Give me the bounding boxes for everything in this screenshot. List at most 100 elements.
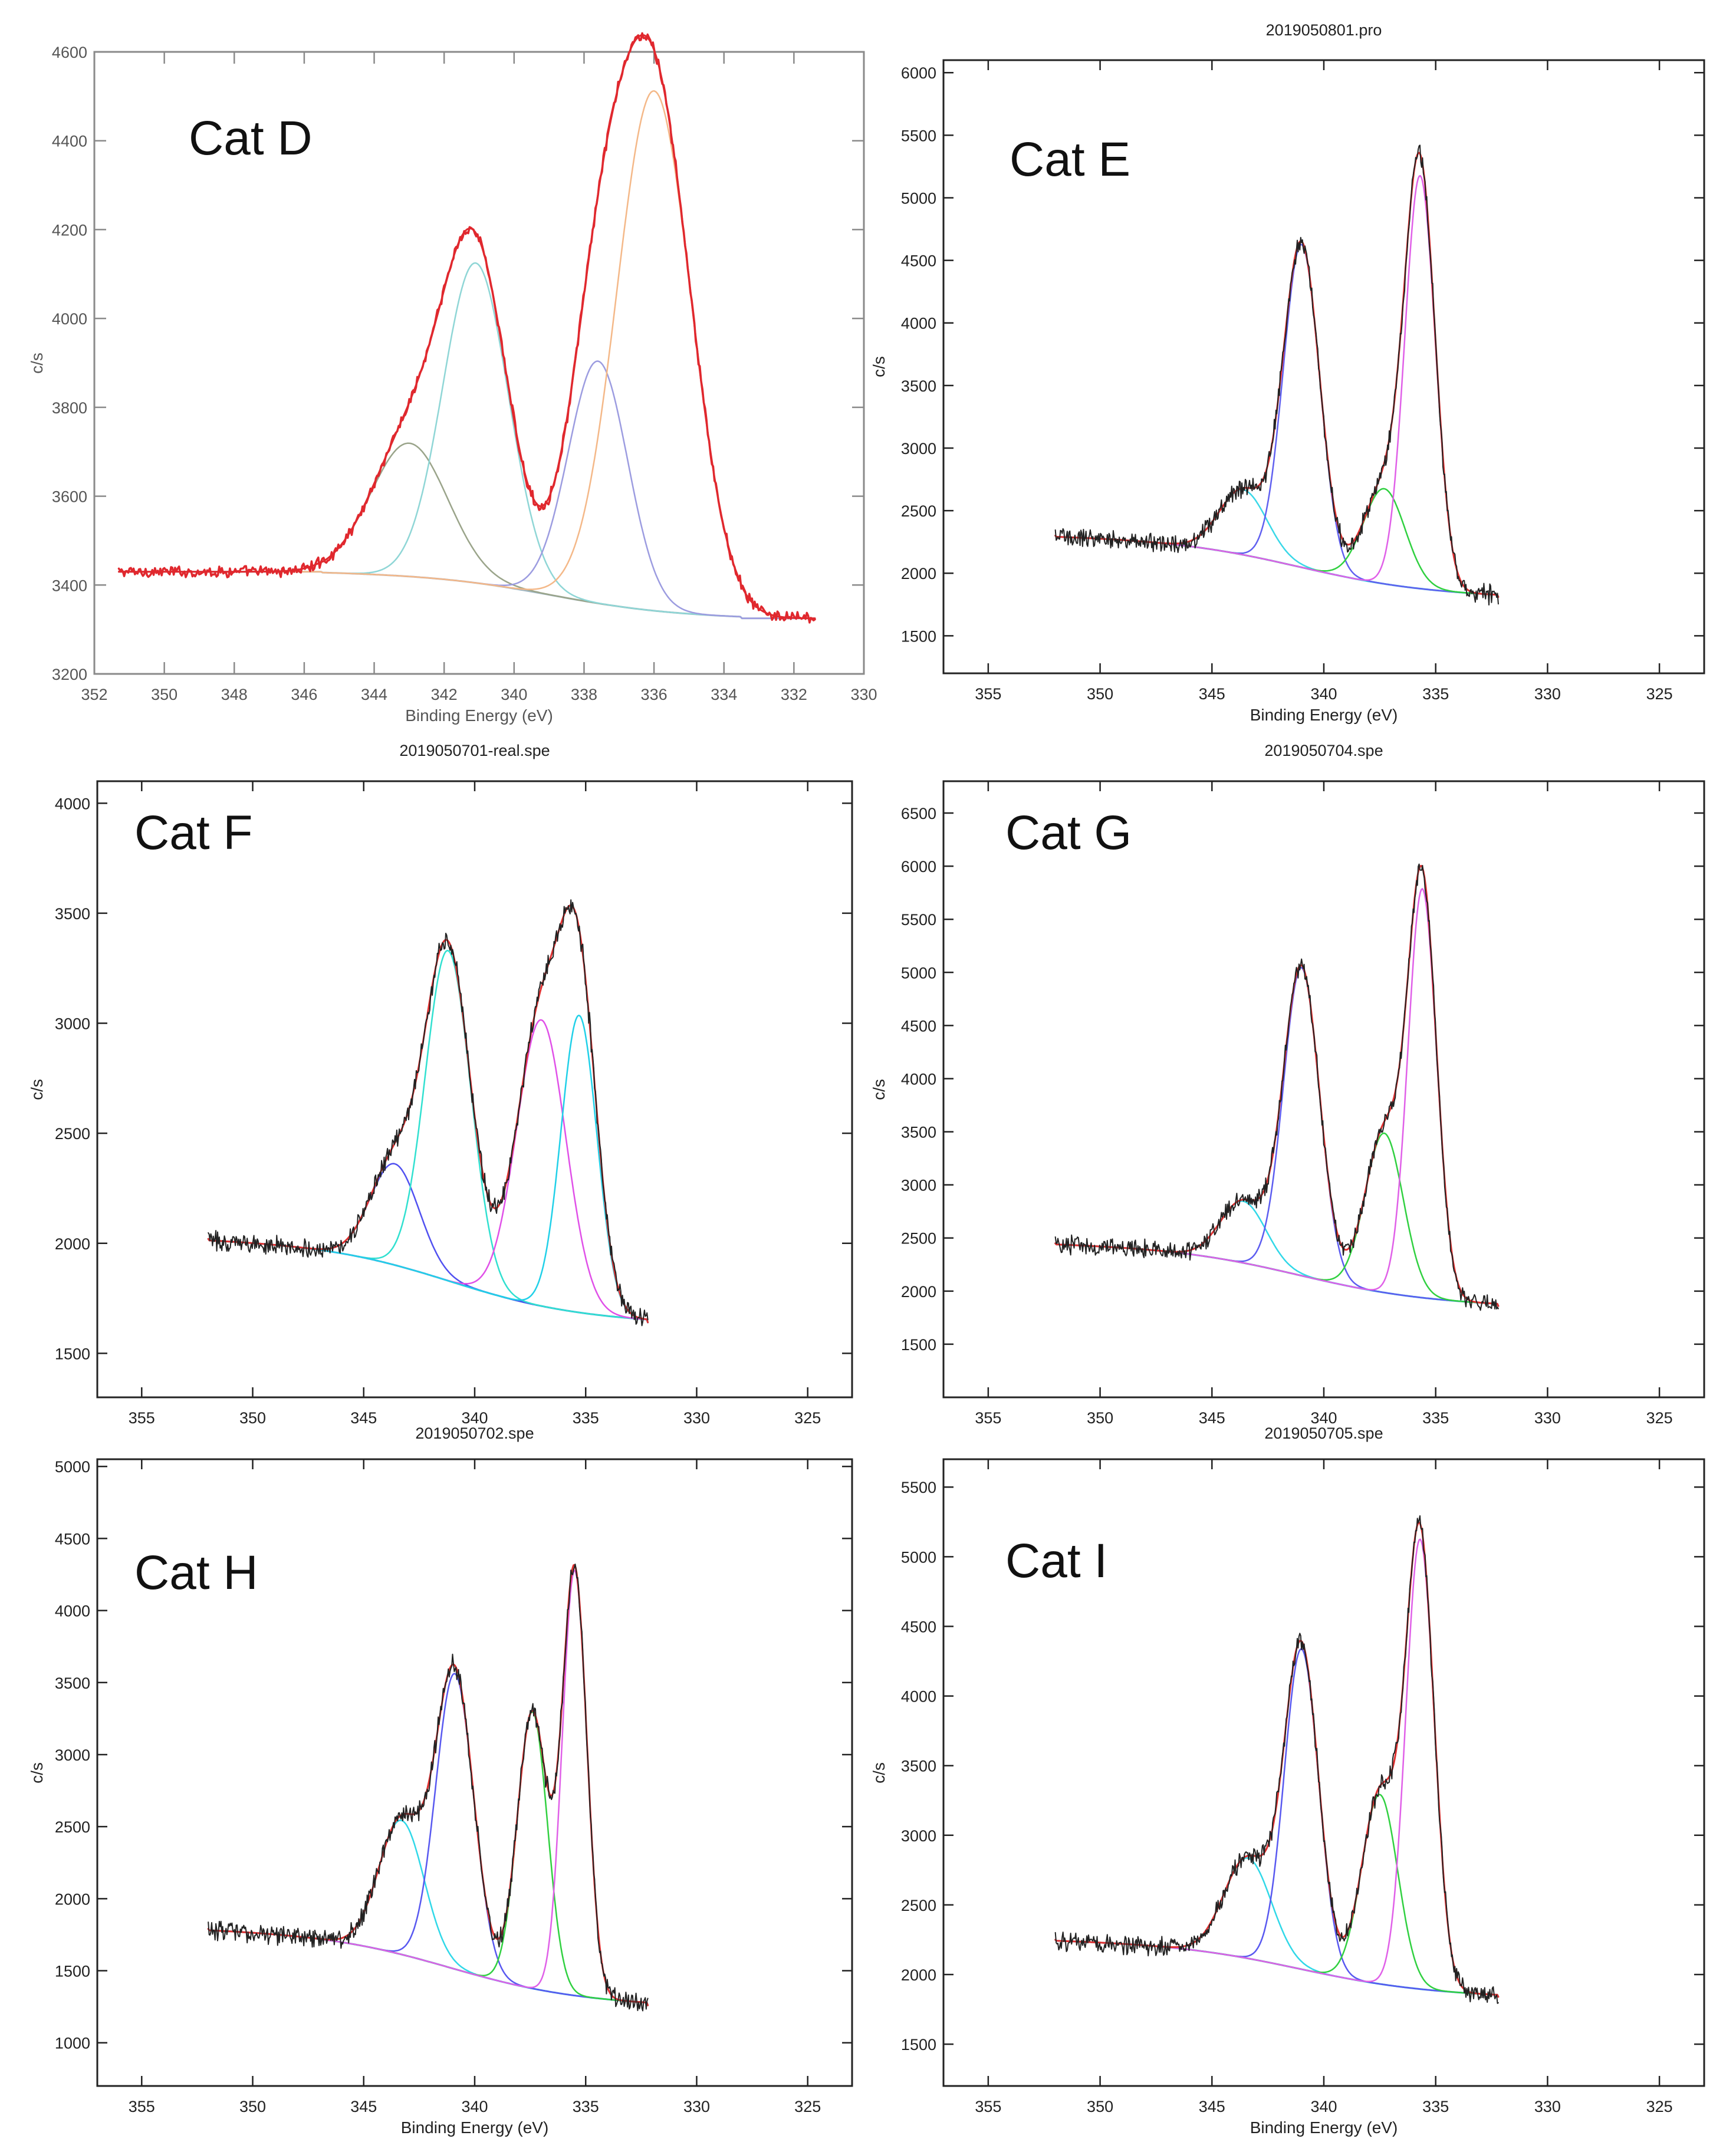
raw-spectrum [1054,144,1499,606]
x-tick-label: 345 [1199,1409,1225,1427]
chart-panel-2: 355 350 345 340 335 330 325 1500 2000 2500 3000 350… [870,21,1705,724]
chart-panel-5: 355 350 345 340 335 330 325 1000 1500 2000 2500 300… [28,1424,853,2137]
y-tick-label: 6000 [901,64,936,82]
y-tick-label: 2000 [901,1966,936,1984]
y-tick-label: 3600 [52,488,87,506]
y-tick-label: 4000 [55,795,90,812]
x-axis-label: Binding Energy (eV) [401,2118,549,2137]
y-tick-label: 1500 [55,1345,90,1363]
y-tick-label: 1000 [55,2035,90,2052]
y-tick-label: 4500 [901,1017,936,1035]
file-title: 2019050702.spe [415,1424,534,1442]
y-tick-label: 3000 [55,1015,90,1033]
y-tick-label: 5000 [55,1458,90,1476]
file-title: 2019050801.pro [1266,21,1382,39]
y-tick-label: 4500 [55,1530,90,1548]
x-tick-label: 335 [573,1409,599,1427]
chart-panel-1: 352 350 348 346 344 342 340 338 336 334 332 330 3200… [28,32,877,725]
x-tick-label: 325 [1646,685,1673,703]
x-tick-label: 335 [573,2098,599,2115]
x-axis-label: Binding Energy (eV) [1250,706,1398,724]
x-tick-label: 336 [641,686,668,703]
y-tick-label: 4600 [52,44,87,61]
x-tick-label: 330 [683,2098,710,2115]
x-tick-label: 325 [794,2098,821,2115]
y-tick-label: 2500 [55,1125,90,1143]
x-tick-label: 340 [461,2098,488,2115]
x-axis-label: Binding Energy (eV) [405,706,553,725]
x-tick-label: 340 [1310,1409,1337,1427]
x-tick-label: 332 [781,686,807,703]
x-tick-label: 334 [711,686,737,703]
x-tick-label: 355 [975,1409,1001,1427]
y-tick-label: 4000 [52,310,87,328]
x-tick-label: 345 [1199,2098,1225,2115]
y-tick-label: 4200 [52,221,87,239]
x-tick-label: 325 [1646,2098,1673,2115]
x-tick-label: 346 [291,686,317,703]
x-tick-label: 350 [151,686,177,703]
y-tick-label: 2000 [55,1235,90,1253]
y-tick-label: 3000 [55,1746,90,1764]
x-tick-label: 352 [81,686,107,703]
y-tick-label: 5500 [901,911,936,929]
y-tick-label: 3500 [901,1124,936,1141]
raw-spectrum [1054,863,1499,1311]
y-tick-label: 1500 [901,2036,936,2054]
raw-spectrum [1054,1515,1499,2004]
panel-label: Cat G [1005,806,1132,860]
y-tick-label: 4500 [901,1618,936,1636]
raw-spectrum [208,1564,649,2012]
raw-spectrum [208,899,649,1327]
plot-frame [96,780,853,1399]
x-tick-label: 345 [350,2098,377,2115]
panel-label: Cat E [1010,133,1130,186]
y-tick-label: 4000 [55,1603,90,1620]
x-tick-label: 330 [1534,685,1561,703]
x-tick-label: 350 [239,2098,266,2115]
x-tick-label: 335 [1422,2098,1449,2115]
y-tick-label: 1500 [901,627,936,645]
x-tick-label: 350 [239,1409,266,1427]
y-tick-label: 3400 [52,577,87,594]
x-tick-label: 335 [1422,685,1449,703]
panel-label: Cat D [189,111,313,165]
x-tick-label: 345 [1199,685,1225,703]
y-tick-label: 2000 [901,565,936,583]
file-title: 2019050705.spe [1264,1424,1383,1442]
y-tick-label: 5000 [901,189,936,207]
x-tick-label: 340 [501,686,527,703]
x-tick-label: 342 [431,686,458,703]
plot-frame [942,1458,1705,2087]
x-tick-label: 325 [794,1409,821,1427]
y-tick-label: 5000 [901,964,936,982]
y-axis-label: c/s [870,1762,888,1784]
x-tick-label: 345 [350,1409,377,1427]
raw-spectrum [117,32,816,624]
x-tick-label: 340 [461,1409,488,1427]
y-tick-label: 3800 [52,399,87,417]
y-tick-label: 4000 [901,315,936,333]
x-tick-label: 340 [1310,685,1337,703]
file-title: 2019050704.spe [1264,742,1383,759]
plot-frame [96,1458,853,2087]
y-tick-label: 2500 [55,1818,90,1836]
y-tick-label: 3500 [901,377,936,395]
x-tick-label: 344 [361,686,387,703]
y-axis-label: c/s [870,1079,888,1100]
chart-panel-6: 355 350 345 340 335 330 325 1500 2000 2500 3000 350… [870,1424,1705,2137]
y-tick-label: 3200 [52,666,87,683]
x-tick-label: 340 [1310,2098,1337,2115]
x-tick-label: 350 [1087,2098,1113,2115]
y-tick-label: 4000 [901,1070,936,1088]
y-tick-label: 5500 [901,127,936,144]
y-axis-label: c/s [28,1079,46,1100]
x-tick-label: 350 [1087,685,1113,703]
y-tick-label: 6000 [901,858,936,876]
y-axis-label: c/s [870,356,888,377]
y-tick-label: 4500 [901,252,936,270]
y-tick-label: 2500 [901,1230,936,1248]
y-tick-label: 2000 [55,1890,90,1908]
y-tick-label: 1500 [901,1336,936,1354]
